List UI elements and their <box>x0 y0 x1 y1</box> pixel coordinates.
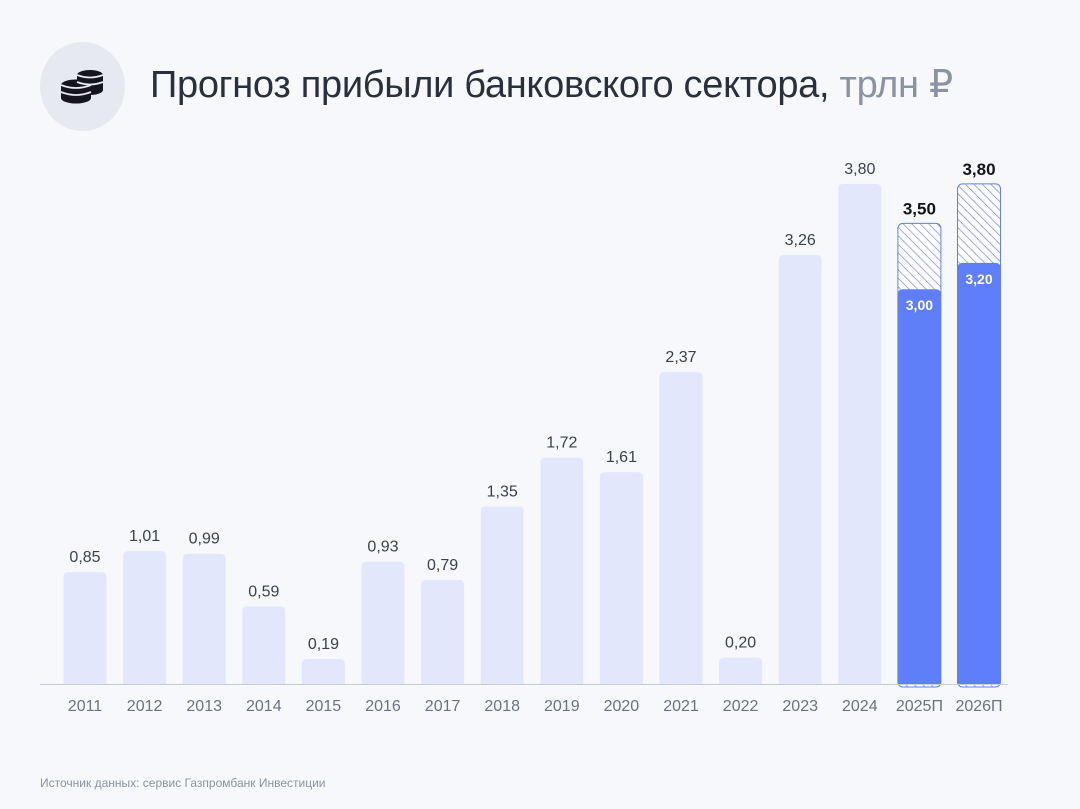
bar <box>778 254 822 684</box>
bar-value-label: 0,19 <box>308 636 339 653</box>
bar-value-label: 0,79 <box>427 557 458 574</box>
title-unit: трлн ₽ <box>839 64 954 106</box>
data-source-note: Источник данных: сервис Газпромбанк Инве… <box>40 776 326 790</box>
bar-value-label: 0,85 <box>69 549 100 566</box>
x-tick-label: 2013 <box>186 698 222 715</box>
bar <box>242 606 286 684</box>
bar-value-label: 1,61 <box>606 449 637 466</box>
bar-value-label: 0,59 <box>248 583 279 600</box>
forecast-base-bar <box>897 289 941 684</box>
coins-stack-icon <box>40 42 125 131</box>
forecast-base-bar <box>957 262 1001 684</box>
bar <box>540 457 584 684</box>
forecast-high-label: 3,50 <box>903 199 936 218</box>
x-tick-label: 2017 <box>425 698 461 715</box>
bar <box>301 658 345 684</box>
x-tick-label: 2021 <box>663 698 699 715</box>
bar <box>361 561 405 684</box>
bar-value-label: 1,01 <box>129 528 160 545</box>
x-tick-label: 2022 <box>723 698 759 715</box>
bar-value-label: 1,72 <box>546 435 577 452</box>
bar-value-label: 3,80 <box>844 161 875 178</box>
bar-value-label: 0,99 <box>189 531 220 548</box>
x-tick-label: 2024 <box>842 698 878 715</box>
x-tick-label: 2018 <box>484 698 520 715</box>
bar <box>599 472 643 684</box>
bar <box>480 506 524 684</box>
bar-value-label: 3,26 <box>785 232 816 249</box>
x-tick-label: 2016 <box>365 698 401 715</box>
bar <box>63 572 107 684</box>
forecast-low-label: 3,00 <box>906 297 933 313</box>
bar-value-label: 1,35 <box>487 483 518 500</box>
bar <box>838 183 882 685</box>
title-text: Прогноз прибыли банковского сектора, <box>150 64 830 106</box>
x-tick-label: 2011 <box>68 698 103 715</box>
x-tick-label: 2025П <box>896 698 943 715</box>
bar-value-label: 0,93 <box>367 539 398 556</box>
bar <box>719 657 763 684</box>
x-tick-label: 2020 <box>604 698 640 715</box>
x-tick-label: 2014 <box>246 698 282 715</box>
x-tick-label: 2019 <box>544 698 580 715</box>
bar <box>123 551 167 684</box>
x-tick-label: 2012 <box>127 698 163 715</box>
bar-value-label: 2,37 <box>665 349 696 366</box>
x-tick-label: 2023 <box>782 698 818 715</box>
forecast-high-label: 3,80 <box>962 160 995 179</box>
bar <box>421 580 465 684</box>
bar-value-label: 0,20 <box>725 635 756 652</box>
x-tick-label: 2015 <box>306 698 342 715</box>
page-title: Прогноз прибыли банковского сектора, трл… <box>150 62 953 107</box>
forecast-low-label: 3,20 <box>965 271 992 287</box>
x-tick-label: 2026П <box>955 698 1002 715</box>
bar <box>659 372 703 684</box>
bar <box>182 553 226 684</box>
